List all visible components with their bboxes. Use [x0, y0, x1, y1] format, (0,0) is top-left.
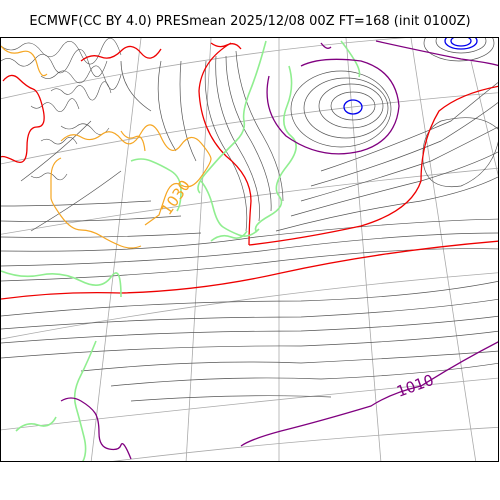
map-canvas: 1030 1010 — [1, 38, 498, 461]
isobars-purple — [60, 40, 498, 460]
graticule — [1, 38, 498, 461]
isobars-orange — [1, 45, 212, 249]
contour-label-1010: 1010 — [394, 371, 436, 401]
isobars-blue — [343, 38, 478, 115]
pressure-map: 1030 1010 — [0, 37, 499, 462]
coastlines — [1, 40, 361, 461]
contour-label-1030: 1030 — [158, 177, 195, 219]
terrain-contours — [1, 38, 122, 181]
isobars-red — [1, 42, 498, 300]
map-title: ECMWF(CC BY 4.0) PRESmean 2025/12/08 00Z… — [29, 14, 471, 29]
